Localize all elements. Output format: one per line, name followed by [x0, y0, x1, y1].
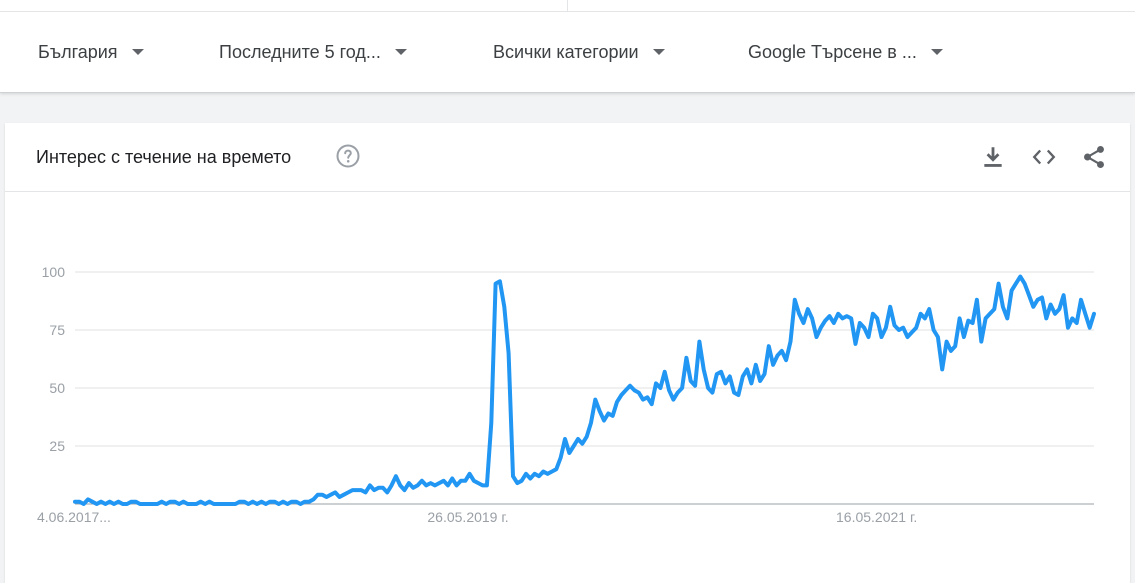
- caret-down-icon: [930, 49, 943, 55]
- card-header: Интерес с течение на времето: [5, 123, 1130, 192]
- caret-down-icon: [131, 49, 144, 55]
- filter-bar: България Последните 5 год... Всички кате…: [0, 0, 1135, 93]
- region-label: България: [38, 41, 118, 62]
- x-tick-label: 26.05.2019 г.: [427, 509, 508, 525]
- caret-down-icon: [652, 49, 665, 55]
- share-icon[interactable]: [1081, 144, 1107, 170]
- card-title: Интерес с течение на времето: [36, 147, 292, 167]
- caret-down-icon: [394, 49, 407, 55]
- top-strip: [0, 0, 1135, 12]
- search-type-label: Google Търсене в ...: [748, 41, 917, 62]
- y-tick-label: 50: [49, 380, 65, 396]
- y-tick-label: 25: [49, 438, 65, 454]
- y-tick-label: 75: [49, 322, 65, 338]
- interest-over-time-card: Интерес с течение на времето 25 50 75 100 4.…: [5, 123, 1130, 583]
- x-tick-label: 4.06.2017...: [37, 509, 111, 525]
- period-dropdown[interactable]: Последните 5 год...: [219, 40, 407, 64]
- interest-line-chart: 25 50 75 100 4.06.2017... 26.05.2019 г. 16.05.…: [37, 264, 1096, 525]
- code-embed-icon[interactable]: [1031, 144, 1057, 170]
- series-line[interactable]: [73, 274, 1096, 506]
- period-label: Последните 5 год...: [219, 41, 381, 62]
- category-dropdown[interactable]: Всички категории: [493, 40, 665, 64]
- top-strip-divider: [567, 0, 568, 11]
- region-dropdown[interactable]: България: [38, 40, 144, 64]
- search-type-dropdown[interactable]: Google Търсене в ...: [748, 40, 943, 64]
- x-tick-label: 16.05.2021 г.: [836, 509, 917, 525]
- y-tick-label: 100: [42, 264, 66, 280]
- download-icon[interactable]: [980, 144, 1006, 170]
- category-label: Всички категории: [493, 41, 639, 62]
- help-circle-icon[interactable]: [336, 144, 360, 168]
